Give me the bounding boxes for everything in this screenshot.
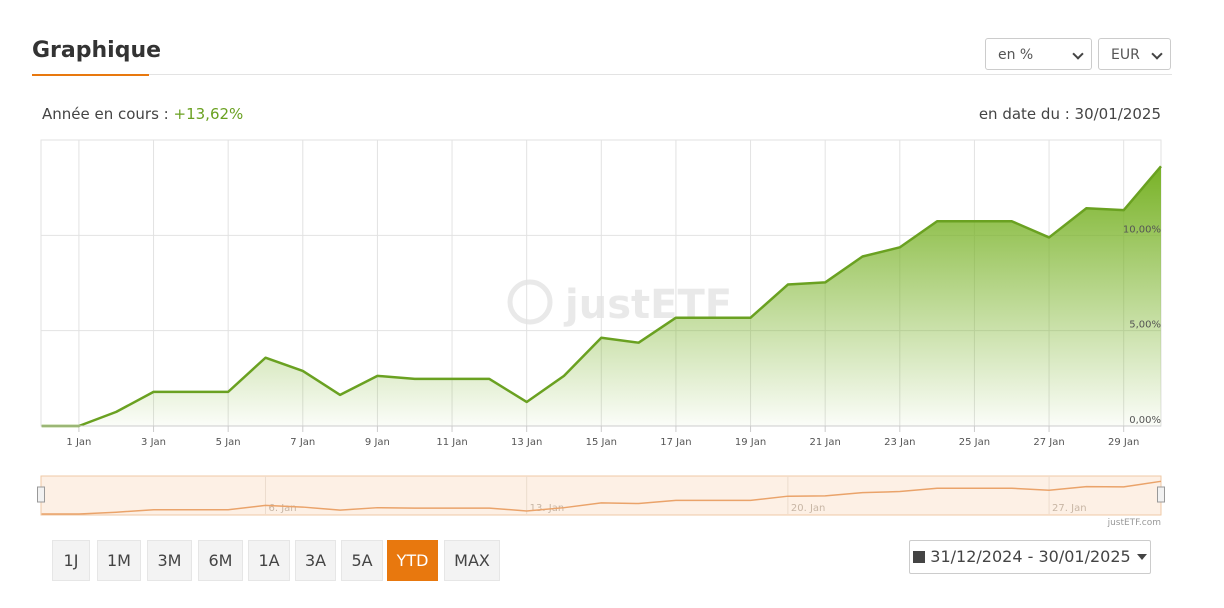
y-tick-label: 5,00% <box>1129 320 1161 331</box>
range-button[interactable]: 3M <box>147 540 192 581</box>
ytd-value: +13,62% <box>173 105 244 123</box>
credit: justETF.com <box>1107 518 1161 528</box>
x-tick-label: 17 Jan <box>660 437 691 448</box>
x-tick-label: 3 Jan <box>141 437 166 448</box>
navigator-tick-label: 20. Jan <box>791 503 826 514</box>
range-button[interactable]: YTD <box>387 540 438 581</box>
range-button[interactable]: 6M <box>198 540 243 581</box>
x-tick-label: 11 Jan <box>436 437 467 448</box>
currency-select[interactable]: EUR <box>1098 38 1171 70</box>
x-tick-label: 9 Jan <box>365 437 390 448</box>
y-tick-label: 10,00% <box>1123 224 1161 235</box>
navigator-line <box>41 480 1162 515</box>
x-tick-label: 15 Jan <box>586 437 617 448</box>
range-button[interactable]: 1J <box>52 540 90 581</box>
navigator <box>40 475 1162 516</box>
x-tick-label: 19 Jan <box>735 437 766 448</box>
date-range-picker[interactable]: 31/12/2024 - 30/01/2025 <box>909 540 1151 574</box>
x-tick-label: 5 Jan <box>216 437 241 448</box>
section-title: Graphique <box>32 38 162 63</box>
x-tick-label: 13 Jan <box>511 437 542 448</box>
x-tick-label: 27 Jan <box>1033 437 1064 448</box>
watermark-logo <box>507 279 553 325</box>
navigator-handle[interactable] <box>37 486 45 503</box>
x-tick-label: 1 Jan <box>66 437 91 448</box>
navigator-handle[interactable] <box>1157 486 1165 503</box>
unit-select[interactable]: en % <box>985 38 1092 70</box>
navigator-tick-label: 6. Jan <box>268 503 296 514</box>
line <box>41 165 1162 428</box>
range-button[interactable]: 1A <box>248 540 290 581</box>
x-tick-label: 25 Jan <box>959 437 990 448</box>
date-range: 31/12/2024 - 30/01/2025 <box>930 547 1131 566</box>
navigator-tick-label: 27. Jan <box>1052 503 1087 514</box>
range-button[interactable]: 3A <box>295 540 336 581</box>
x-tick-label: 23 Jan <box>884 437 915 448</box>
x-tick-label: 7 Jan <box>290 437 315 448</box>
ytd-summary: Année en cours : +13,62% <box>42 105 243 123</box>
divider <box>32 74 1172 75</box>
title-underline <box>32 74 149 76</box>
range-button[interactable]: MAX <box>444 540 500 581</box>
calendar-icon <box>913 551 926 563</box>
as-of-date: en date du : 30/01/2025 <box>978 105 1161 123</box>
range-button[interactable]: 5A <box>341 540 383 581</box>
x-tick-label: 29 Jan <box>1108 437 1139 448</box>
caret <box>1136 554 1147 560</box>
ytd-label: Année en cours : <box>42 105 169 123</box>
y-tick-label: 0,00% <box>1129 415 1161 426</box>
x-tick-label: 21 Jan <box>810 437 841 448</box>
area <box>41 166 1162 426</box>
range-button[interactable]: 1M <box>97 540 141 581</box>
